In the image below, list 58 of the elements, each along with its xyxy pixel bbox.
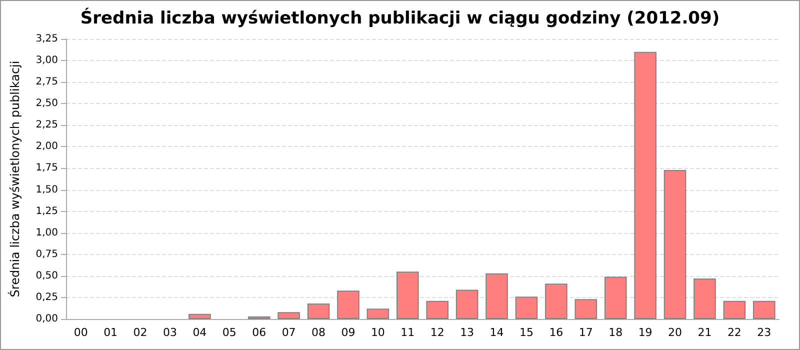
y-tick-label: 2,25 (36, 120, 58, 131)
x-tick-label: 18 (608, 326, 623, 339)
x-tick-label: 06 (252, 326, 266, 339)
y-tick-label: 2,50 (36, 98, 58, 110)
y-axis-title: Średnia liczba wyświetlonych publikacji (7, 60, 22, 298)
x-tick-label: 12 (430, 326, 444, 339)
bar (574, 299, 598, 319)
y-tick-label: 3,25 (36, 34, 58, 44)
chart-title: Średnia liczba wyświetlonych publikacji w ciągu godziny (2012.09) (80, 8, 720, 28)
x-tick-label: 05 (222, 326, 236, 339)
bar (694, 278, 716, 319)
bar (426, 300, 448, 319)
x-tick-label: 10 (370, 326, 385, 339)
bar (753, 300, 776, 319)
x-tick-label: 16 (549, 326, 564, 339)
y-tick-label: 0,00 (36, 314, 58, 324)
x-tick-label: 17 (578, 326, 593, 339)
bar (337, 290, 360, 319)
y-tick-label: 1,00 (36, 227, 58, 238)
y-tick-label: 0,75 (36, 248, 58, 260)
bar (515, 296, 538, 319)
bar (545, 284, 568, 319)
x-tick-label: 09 (341, 326, 356, 339)
bar (456, 290, 478, 319)
bar (604, 276, 627, 319)
bar (486, 273, 508, 319)
x-tick-label: 11 (400, 326, 415, 339)
bar (723, 300, 746, 319)
x-tick-label: 21 (698, 326, 712, 339)
y-tick-label: 1,50 (36, 184, 58, 196)
x-tick-label: 01 (104, 326, 118, 339)
x-tick-label: 22 (727, 326, 742, 339)
y-tick-label: 0,50 (36, 270, 58, 282)
y-tick-label: 3,00 (36, 55, 58, 66)
bar (307, 303, 330, 319)
x-tick-label: 04 (192, 326, 207, 339)
x-tick-label: 14 (490, 326, 504, 339)
bar (188, 314, 211, 319)
x-tick-label: 20 (668, 326, 682, 339)
x-tick-label: 23 (757, 326, 772, 339)
x-tick-label: 08 (312, 326, 326, 339)
y-tick-label: 2,00 (36, 141, 58, 152)
x-tick-label: 15 (519, 326, 534, 339)
x-tick-label: 13 (460, 326, 474, 339)
y-tick-label: 2,75 (36, 76, 58, 88)
y-tick-label: 0,25 (36, 292, 58, 303)
x-tick-label: 02 (133, 326, 148, 339)
x-tick-label: 03 (162, 326, 177, 339)
bar (664, 170, 686, 319)
x-tick-label: 00 (74, 326, 88, 339)
y-tick-label: 1,75 (36, 162, 58, 174)
y-tick-label: 1,25 (36, 206, 58, 217)
bar (366, 308, 390, 319)
bar (278, 312, 300, 319)
bar (396, 272, 419, 319)
x-tick-label: 19 (638, 326, 652, 339)
x-tick-label: 07 (282, 326, 296, 339)
bar (634, 52, 656, 319)
